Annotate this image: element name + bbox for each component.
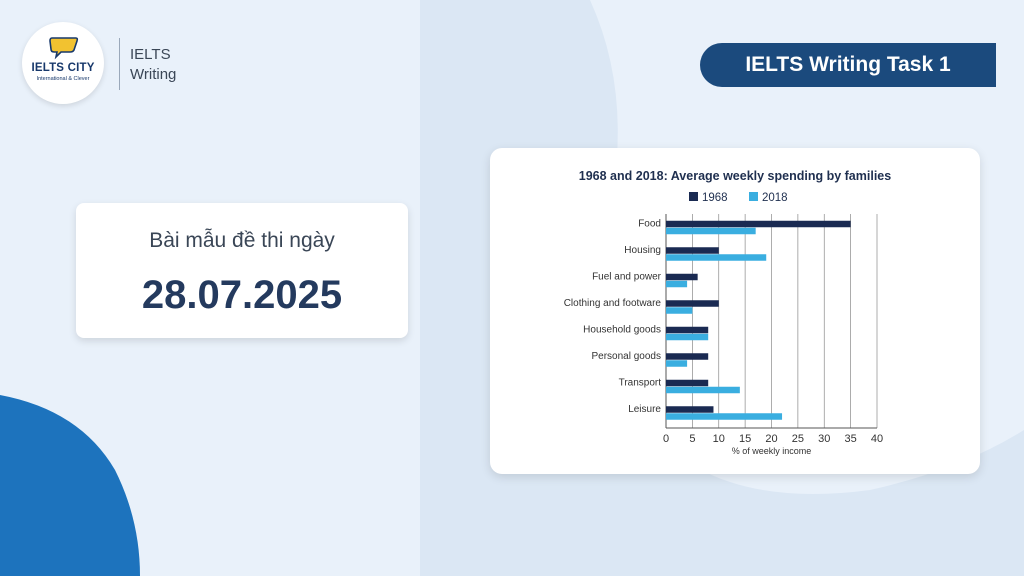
- legend-swatch-2018: [749, 192, 758, 201]
- chart-card: 1968 and 2018: Average weekly spending b…: [490, 148, 980, 474]
- x-tick-label: 40: [871, 433, 883, 445]
- bar-1968: [666, 300, 719, 307]
- legend-swatch-1968: [689, 192, 698, 201]
- bar-2018: [666, 227, 756, 235]
- x-tick-label: 20: [765, 433, 777, 445]
- brand-divider: [119, 38, 120, 90]
- category-label: Household goods: [583, 324, 661, 335]
- exam-date-card: Bài mẫu đề thi ngày 28.07.2025: [76, 203, 408, 338]
- exam-subtitle: Bài mẫu đề thi ngày: [149, 229, 335, 252]
- brand-writing: Writing: [130, 66, 177, 83]
- bar-1968: [666, 326, 709, 334]
- bar-2018: [666, 386, 740, 394]
- category-label: Fuel and power: [592, 271, 662, 282]
- category-label: Transport: [619, 377, 662, 388]
- ielts-city-logo[interactable]: IELTS CITY International & Clever: [22, 22, 104, 104]
- bar-2018: [666, 413, 783, 420]
- bar-1968: [666, 353, 709, 360]
- category-label: Personal goods: [592, 351, 662, 362]
- bar-chart: 1968 and 2018: Average weekly spending b…: [564, 169, 892, 456]
- bar-1968: [666, 247, 719, 254]
- task-label: IELTS Writing Task 1: [745, 53, 951, 76]
- bar-2018: [666, 360, 688, 367]
- logo-text: IELTS CITY: [31, 62, 95, 74]
- x-tick-label: 35: [845, 433, 857, 445]
- category-label: Leisure: [628, 404, 661, 415]
- exam-date: 28.07.2025: [141, 273, 343, 317]
- bar-2018: [666, 333, 709, 341]
- x-tick-label: 15: [739, 433, 751, 445]
- brand-ielts: IELTS: [130, 46, 171, 63]
- category-label: Clothing and footware: [564, 298, 662, 309]
- category-label: Housing: [624, 245, 661, 256]
- bar-2018: [666, 280, 688, 288]
- legend-label-2018: 2018: [762, 192, 788, 204]
- speech-bubble-icon: [49, 37, 79, 60]
- x-axis-label: % of weekly income: [732, 446, 812, 456]
- bar-1968: [666, 379, 709, 387]
- legend-label-1968: 1968: [702, 192, 728, 204]
- bar-1968: [666, 406, 714, 413]
- x-tick-label: 30: [818, 433, 830, 445]
- bar-1968: [666, 220, 851, 228]
- logo-tagline: International & Clever: [36, 76, 90, 82]
- x-tick-label: 25: [792, 433, 804, 445]
- bar-2018: [666, 254, 767, 261]
- bar-1968: [666, 273, 698, 281]
- chart-title: 1968 and 2018: Average weekly spending b…: [579, 169, 891, 183]
- bar-2018: [666, 307, 693, 314]
- category-label: Food: [638, 218, 661, 229]
- x-tick-label: 5: [689, 433, 695, 445]
- x-tick-label: 0: [663, 433, 669, 445]
- task-label-pill: IELTS Writing Task 1: [700, 43, 996, 87]
- x-tick-label: 10: [713, 433, 725, 445]
